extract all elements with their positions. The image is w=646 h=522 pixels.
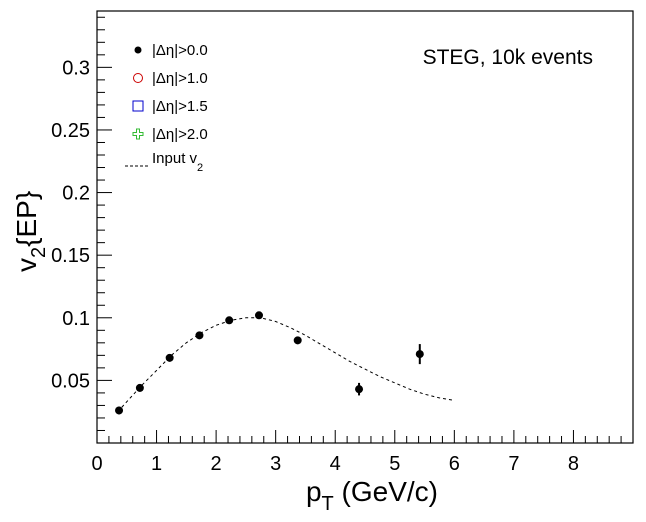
- input-v2-curve: [117, 317, 455, 413]
- y-tick-label: 0.1: [62, 308, 90, 330]
- x-tick-label: 5: [389, 453, 400, 475]
- data-point: [415, 350, 424, 359]
- data-point: [225, 316, 234, 325]
- x-tick-label: 2: [211, 453, 222, 475]
- legend-marker-open-circle: [133, 73, 143, 83]
- x-tick-label: 6: [449, 453, 460, 475]
- data-point: [165, 353, 174, 362]
- data-points: [115, 311, 424, 415]
- data-point: [355, 385, 364, 394]
- x-tick-label: 8: [568, 453, 579, 475]
- y-tick-label: 0.15: [51, 245, 90, 267]
- x-tick-label: 7: [508, 453, 519, 475]
- legend-label: Input v2: [152, 150, 203, 174]
- legend-label: |Δη|>1.5: [152, 98, 208, 115]
- plot-frame: [96, 10, 634, 444]
- x-axis-title: pT (GeV/c): [306, 476, 438, 515]
- x-tick-label: 0: [91, 453, 102, 475]
- x-tick-label: 4: [330, 453, 341, 475]
- y-axis: 0.05 0.1 0.15 0.2 0.25 0.3: [51, 16, 112, 431]
- legend-marker-open-cross: [132, 128, 144, 140]
- data-point: [135, 383, 144, 392]
- data-point: [254, 311, 263, 320]
- y-tick-label: 0.25: [51, 120, 90, 142]
- input-v2-line: [117, 317, 455, 413]
- legend-label: |Δη|>0.0: [152, 42, 208, 59]
- data-point: [115, 406, 124, 415]
- x-axis: 0 1 2 3 4 5 6 7 8: [91, 430, 634, 475]
- legend-marker-filled-circle: [134, 46, 142, 54]
- y-tick-label: 0.2: [62, 183, 90, 205]
- legend-marker-open-square: [132, 100, 144, 112]
- y-axis-title: v2{EP}: [11, 191, 50, 272]
- data-point: [195, 331, 204, 340]
- legend-label: |Δη|>2.0: [152, 126, 208, 143]
- legend-label: |Δη|>1.0: [152, 70, 208, 87]
- y-tick-label: 0.3: [62, 57, 90, 79]
- legend: |Δη|>0.0 |Δη|>1.0 |Δη|>1.5 |Δη|>2.0 Input v2: [125, 42, 208, 174]
- x-tick-label: 1: [151, 453, 162, 475]
- y-tick-label: 0.05: [51, 370, 90, 392]
- data-point: [293, 336, 302, 345]
- annotation-text: STEG, 10k events: [423, 46, 593, 69]
- x-tick-label: 3: [270, 453, 281, 475]
